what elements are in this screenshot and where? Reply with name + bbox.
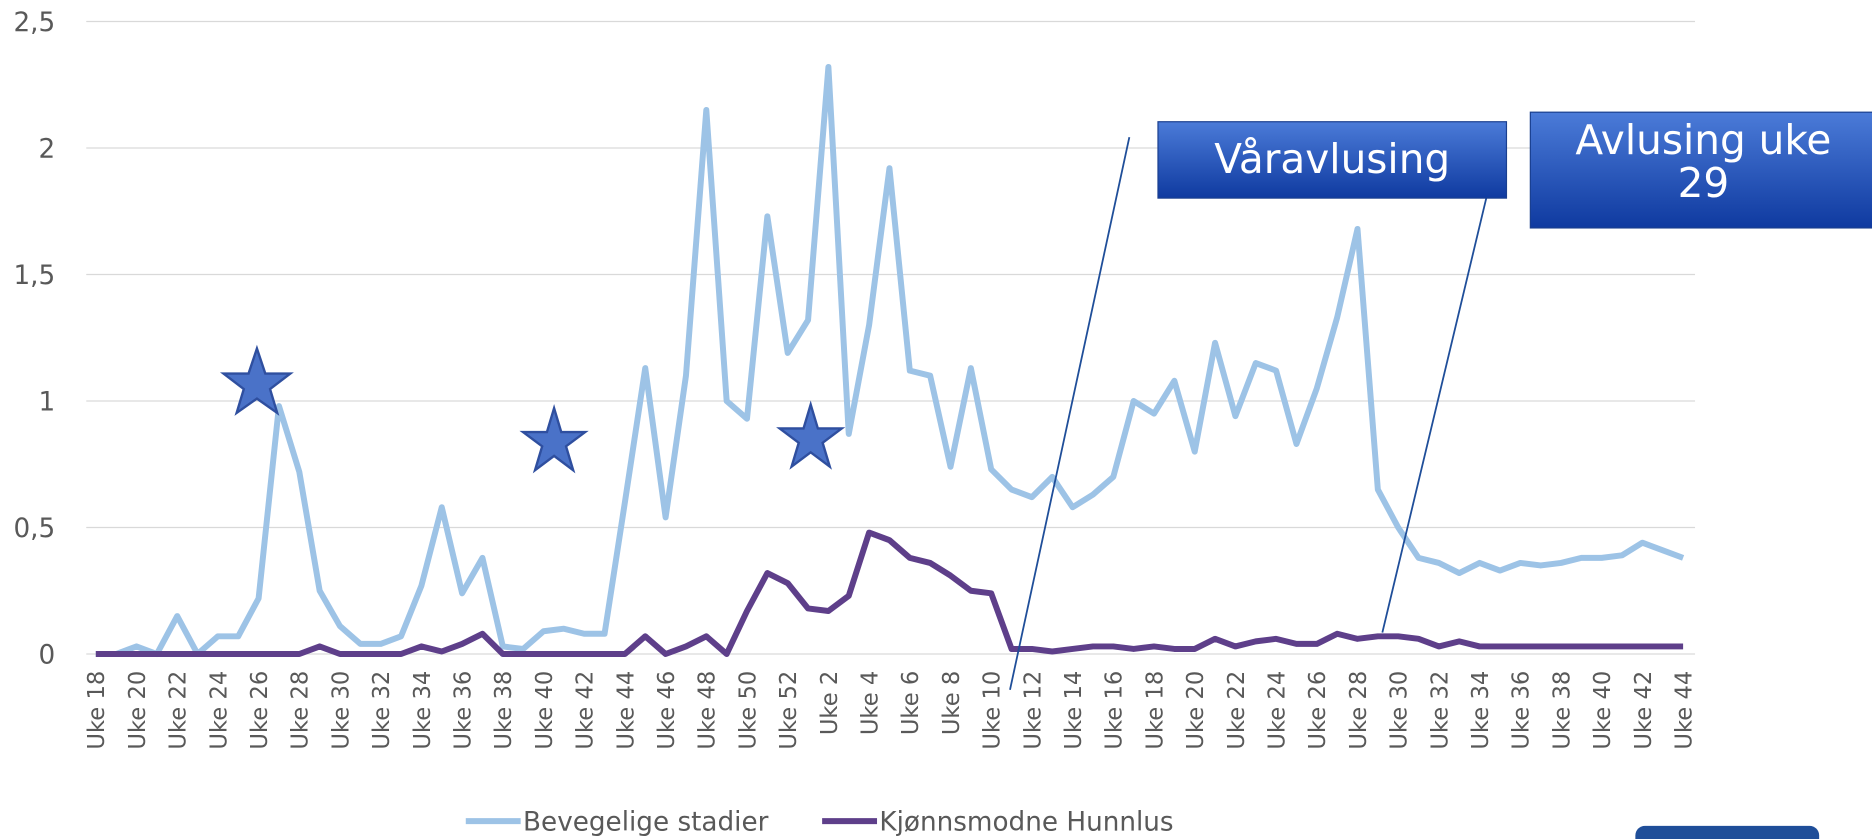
star [219,344,294,416]
x-tick-label: Uke 22 [1224,671,1250,750]
series-line [95,64,1685,657]
x-tick-label: Uke 30 [1387,671,1413,750]
logo [1635,825,1820,839]
x-tick-label: Uke 20 [1183,671,1209,750]
x-tick-label: Uke 46 [654,671,680,750]
x-tick-label: Uke 26 [1305,671,1331,750]
annotation-line [1009,137,1131,691]
x-tick-label: Uke 42 [1631,671,1657,750]
annotation: Våravlusing [1214,136,1451,184]
annotation-text: Våravlusing [1214,136,1451,184]
x-tick-label: Uke 40 [1590,671,1616,750]
legend-label: Bevegelige stadier [523,808,769,838]
y-tick-label: 2,5 [13,8,55,38]
x-tick-label: Uke 26 [247,671,273,750]
annotation: Avlusing uke 29 [1575,116,1832,208]
x-tick-label: Uke 32 [369,671,395,750]
star [776,400,846,470]
x-tick-label: Uke 34 [1468,671,1494,750]
x-tick-label: Uke 44 [1671,671,1697,750]
x-tick-label: Uke 50 [735,671,761,750]
x-tick-label: Uke 36 [1509,671,1535,750]
x-tick-label: Uke 24 [1264,671,1290,750]
x-tick-label: Uke 12 [1020,671,1046,750]
x-tick-label: Uke 10 [980,671,1006,750]
x-tick-label: Uke 34 [410,671,436,750]
y-tick-label: 1 [39,388,56,418]
x-tick-label: Uke 38 [1549,671,1575,750]
y-tick-label: 2 [39,135,56,165]
x-tick-label: Uke 18 [1142,671,1168,750]
x-tick-label: Uke 18 [84,671,110,750]
y-tick-label: 0 [39,641,56,671]
x-tick-label: Uke 32 [1427,671,1453,750]
legend-label: Kjønnsmodne Hunnlus [879,808,1173,838]
annotation-line [1381,133,1503,633]
x-tick-label: Uke 48 [695,671,721,750]
x-tick-label: Uke 42 [573,671,599,750]
x-tick-label: Uke 14 [1061,671,1087,750]
x-tick-label: Uke 16 [1102,671,1128,750]
x-tick-label: Uke 4 [857,671,883,735]
x-tick-label: Uke 28 [288,671,314,750]
x-tick-label: Uke 30 [328,671,354,750]
x-tick-label: Uke 40 [532,671,558,750]
x-tick-label: Uke 38 [491,671,517,750]
annotation-box [1157,121,1508,199]
x-tick-label: Uke 36 [450,671,476,750]
annotation-box [1529,111,1872,229]
star [519,404,589,474]
decor [219,111,1872,839]
x-tick-label: Uke 28 [1346,671,1372,750]
series-line [95,529,1684,657]
x-tick-label: Uke 6 [898,671,924,735]
x-tick-label: Uke 22 [166,671,192,750]
x-tick-label: Uke 24 [206,671,232,750]
x-tick-label: Uke 20 [125,671,151,750]
x-tick-label: Uke 8 [939,671,965,735]
annotation-text: Avlusing uke 29 [1575,116,1832,208]
y-tick-label: 1,5 [13,261,55,291]
x-tick-label: Uke 44 [613,671,639,750]
x-tick-label: Uke 52 [776,671,802,750]
x-tick-label: Uke 2 [817,671,843,735]
y-tick-label: 0,5 [13,514,55,544]
